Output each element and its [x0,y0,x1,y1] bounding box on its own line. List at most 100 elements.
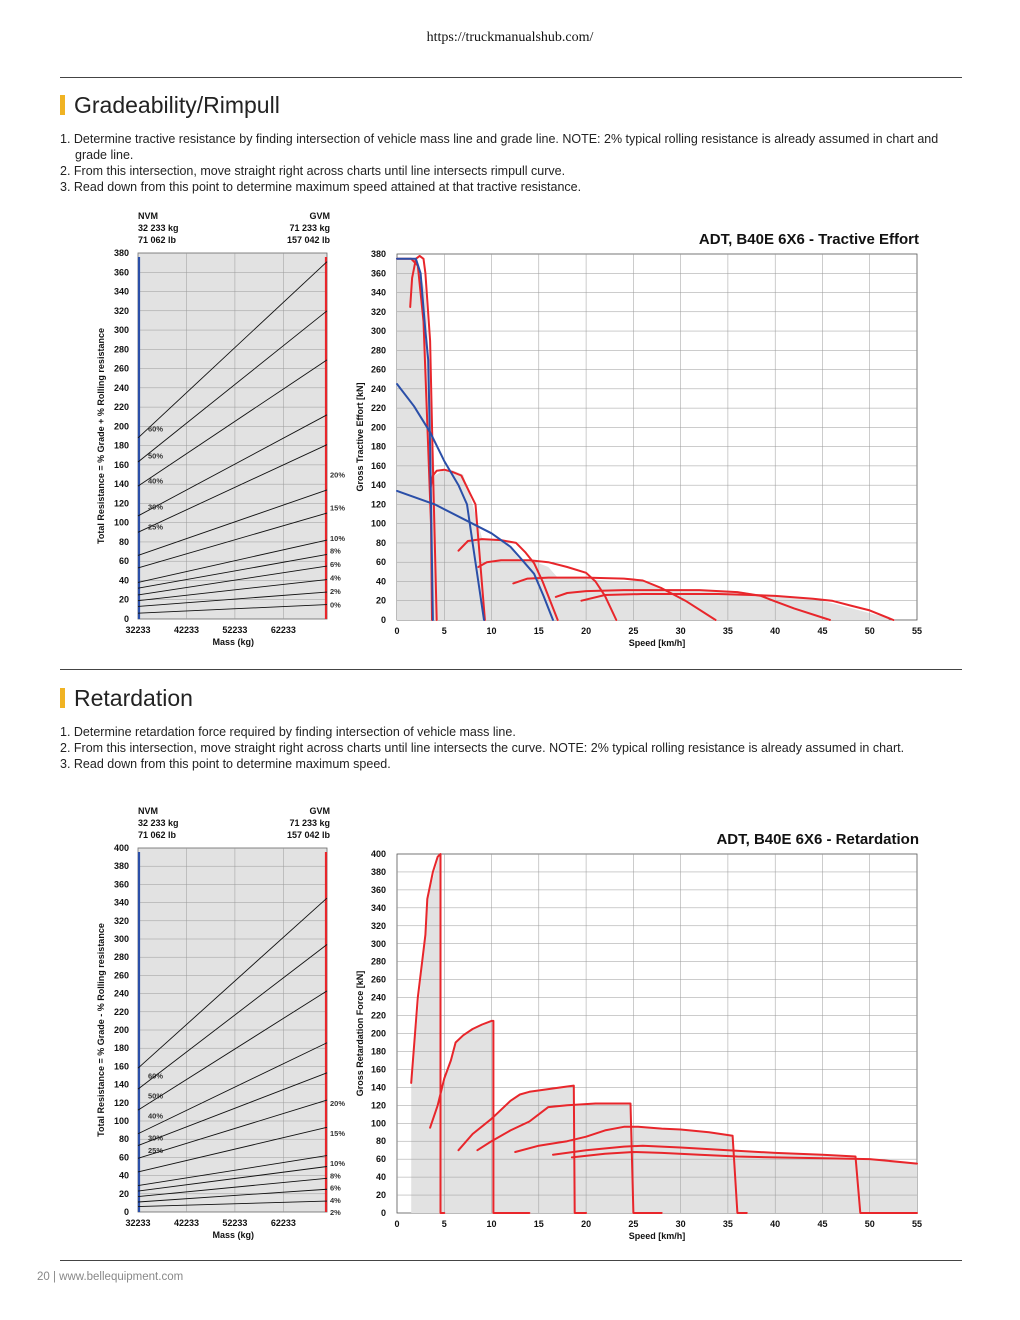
y-tick-label: 60 [119,556,129,566]
force-curve-red [514,1125,748,1214]
y-tick-label: 280 [114,344,129,354]
y-tick-label: 140 [114,1080,129,1090]
grade-line [137,489,328,556]
grade-label: 4% [330,574,341,583]
grade-label: 25% [148,523,163,532]
force-curve-red [429,468,486,621]
x-tick-label: 30 [676,1219,686,1229]
x-tick-label: 20 [581,1219,591,1229]
grade-line [137,1166,328,1192]
source-url[interactable]: https://truckmanualshub.com/ [426,30,594,45]
grade-line [137,1177,328,1197]
y-tick-label: 240 [371,993,386,1003]
y-tick-label: 200 [114,421,129,431]
grade-line [137,591,328,607]
y-tick-label: 200 [114,1025,129,1035]
y-tick-label: 240 [114,989,129,999]
step-item: 2. From this intersection, move straight… [60,164,566,178]
grade-label: 40% [148,476,163,485]
grade-label: 20% [330,1099,345,1108]
grade-line [137,565,328,596]
y-tick-label: 0 [381,1208,386,1218]
x-tick-label: 40 [770,1219,780,1229]
y-tick-label: 300 [371,939,386,949]
y-tick-label: 400 [114,843,129,853]
grade-label: 8% [330,1172,341,1181]
grade-label: 10% [330,1159,345,1168]
accent-bar [60,688,65,708]
y-tick-label: 120 [114,1098,129,1108]
y-axis-label: Gross Tractive Effort [kN] [355,382,365,491]
x-tick-label: 32233 [125,625,150,635]
y-tick-label: 180 [114,441,129,451]
grade-line [137,1072,328,1146]
y-tick-label: 40 [376,1172,386,1182]
y-tick-label: 0 [381,615,386,625]
y-tick-label: 80 [376,538,386,548]
grade-line [137,359,328,487]
grade-line [137,579,328,602]
force-curve-red [580,593,895,621]
nvm-label: NVM [138,806,158,816]
y-tick-label: 360 [114,879,129,889]
y-tick-label: 280 [371,345,386,355]
grade-line [137,444,328,533]
force-curve-red [477,559,618,621]
grade-line [137,539,328,583]
grade-label: 0% [330,601,341,610]
x-tick-label: 25 [628,626,638,636]
x-tick-label: 30 [676,626,686,636]
y-tick-label: 260 [114,364,129,374]
x-axis-label: Speed [km/h] [629,1231,686,1241]
x-tick-label: 62233 [271,1218,296,1228]
force-curve-red [429,1019,531,1214]
gvm-kg: 71 233 kg [289,818,330,828]
grade-label: 6% [330,1183,341,1192]
y-tick-label: 260 [114,970,129,980]
y-tick-label: 320 [114,306,129,316]
retardation-steps: 1. Determine retardation force required … [60,724,960,772]
x-axis-label: Mass (kg) [213,1230,255,1240]
grade-label: 60% [148,424,163,433]
y-tick-label: 400 [371,849,386,859]
grade-label: 2% [330,1208,341,1217]
grade-line [137,1155,328,1187]
accent-bar [60,95,65,115]
y-tick-label: 360 [114,267,129,277]
y-tick-label: 380 [114,861,129,871]
y-tick-label: 300 [114,325,129,335]
section-title-gradeability: Gradeability/Rimpull [60,92,280,119]
y-tick-label: 260 [371,975,386,985]
grade-label: 40% [148,1112,163,1121]
x-tick-label: 32233 [125,1218,150,1228]
y-tick-label: 180 [371,1046,386,1056]
bottom-rule [60,1260,962,1261]
grade-label: 25% [148,1146,163,1155]
x-tick-label: 55 [912,626,922,636]
y-tick-label: 60 [376,557,386,567]
y-tick-label: 240 [371,384,386,394]
x-tick-label: 52233 [222,625,247,635]
y-tick-label: 340 [371,288,386,298]
tractive-effort-chart: 0204060801001201401601802002202402602803… [355,231,922,648]
step-item: 2. From this intersection, move straight… [60,741,905,755]
grade-label: 15% [330,1129,345,1138]
y-axis-label: Total Resistance = % Grade - % Rolling r… [96,923,106,1137]
y-tick-label: 200 [371,422,386,432]
y-tick-label: 140 [371,480,386,490]
y-tick-label: 220 [114,402,129,412]
y-tick-label: 340 [114,287,129,297]
y-tick-label: 140 [114,479,129,489]
step-item: 1. Determine tractive resistance by find… [60,132,939,162]
y-tick-label: 180 [114,1043,129,1053]
y-tick-label: 120 [371,499,386,509]
y-tick-label: 260 [371,365,386,375]
plot-background [137,252,328,620]
grade-label: 4% [330,1196,341,1205]
x-tick-label: 20 [581,626,591,636]
y-tick-label: 60 [376,1154,386,1164]
y-tick-label: 280 [371,957,386,967]
y-tick-label: 20 [119,1189,129,1199]
grade-label: 2% [330,587,341,596]
tractive-curve-blue [396,383,485,621]
